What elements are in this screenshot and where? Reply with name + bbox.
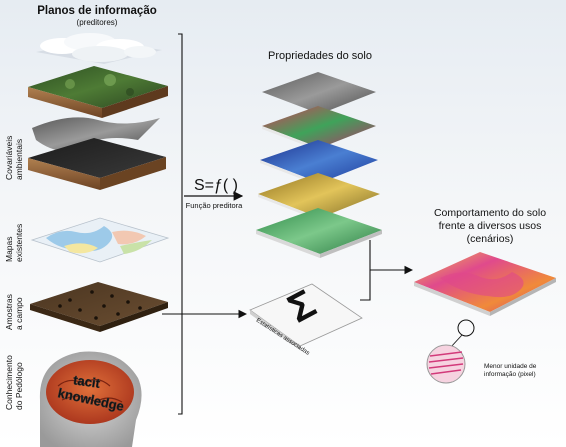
pixel-note-line-1: Menor unidade de [484, 363, 537, 370]
function-caption: Função preditora [186, 201, 244, 210]
function-formula: S=ƒ( ) [194, 177, 238, 194]
left-header-title: Planos de informação [37, 5, 157, 17]
brain-text-tacit: tacit [72, 372, 101, 391]
right-header-line-3: (cenários) [467, 233, 514, 245]
elevation-sheet [32, 117, 160, 151]
right-header-line-1: Comportamento do solo [434, 207, 546, 219]
label-mapas-2: existentes [14, 224, 24, 262]
pixel-magnifier [426, 344, 466, 384]
label-amostras-2: a campo [14, 297, 24, 330]
label-conhecimento-2: do Pedólogo [14, 362, 24, 410]
predictor-bracket [178, 33, 183, 415]
sigma-connector [360, 270, 371, 301]
field-sample-board [30, 282, 168, 332]
pixel-marker [457, 319, 475, 337]
stack-connector [369, 240, 412, 271]
label-mapas-1: Mapas [4, 236, 14, 262]
terrain-block [28, 66, 168, 118]
label-covariaveis-1: Covariáveis [4, 136, 14, 180]
dark-soil-block [28, 138, 166, 190]
left-header-subtitle: (preditores) [77, 18, 118, 27]
label-amostras-1: Amostras [4, 294, 14, 330]
brain-shape [46, 360, 134, 424]
pedologist-head [39, 351, 142, 447]
property-layer-green [256, 208, 382, 258]
sigma-card [249, 283, 363, 350]
right-header-line-2: frente a diversos usos [439, 220, 542, 232]
label-covariaveis-2: ambientais [14, 139, 24, 180]
pixel-note-line-2: informação (pixel) [484, 371, 536, 378]
middle-header-title: Propriedades do solo [268, 50, 372, 62]
scenario-map [414, 252, 556, 316]
property-layer-gray [262, 72, 376, 114]
existing-map-sheet [30, 217, 170, 263]
clouds-layer [36, 33, 162, 64]
label-conhecimento-1: Conhecimento [4, 355, 14, 410]
